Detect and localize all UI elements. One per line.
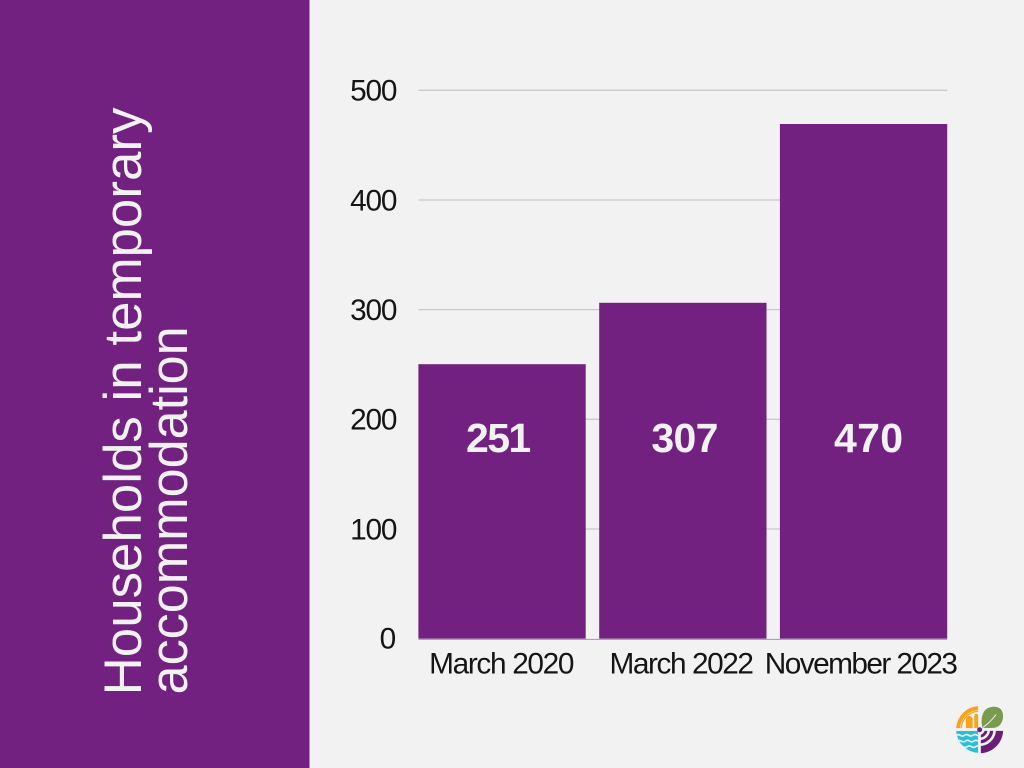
svg-text:accommodation: accommodation (141, 326, 199, 694)
svg-text:307: 307 (651, 415, 718, 461)
svg-text:300: 300 (350, 294, 397, 327)
svg-text:March 2022: March 2022 (609, 647, 754, 680)
svg-text:251: 251 (466, 415, 531, 461)
svg-text:Households in temporary: Households in temporary (95, 107, 153, 696)
svg-text:200: 200 (350, 404, 397, 437)
svg-text:November 2023: November 2023 (765, 647, 958, 680)
svg-text:400: 400 (350, 184, 397, 217)
svg-text:470: 470 (834, 415, 903, 461)
svg-text:500: 500 (350, 75, 397, 108)
svg-text:100: 100 (350, 513, 397, 546)
svg-text:March 2020: March 2020 (429, 647, 574, 680)
svg-text:0: 0 (380, 623, 397, 656)
